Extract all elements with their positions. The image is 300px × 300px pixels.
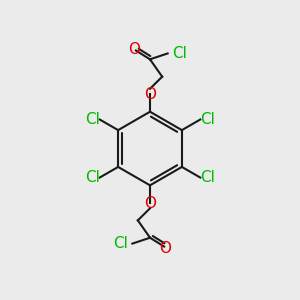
Text: O: O (144, 196, 156, 211)
Text: O: O (128, 41, 140, 56)
Text: Cl: Cl (85, 170, 100, 185)
Text: Cl: Cl (85, 112, 100, 127)
Text: Cl: Cl (200, 170, 215, 185)
Text: Cl: Cl (113, 236, 128, 251)
Text: Cl: Cl (172, 46, 187, 61)
Text: O: O (160, 241, 172, 256)
Text: O: O (144, 87, 156, 102)
Text: Cl: Cl (200, 112, 215, 127)
